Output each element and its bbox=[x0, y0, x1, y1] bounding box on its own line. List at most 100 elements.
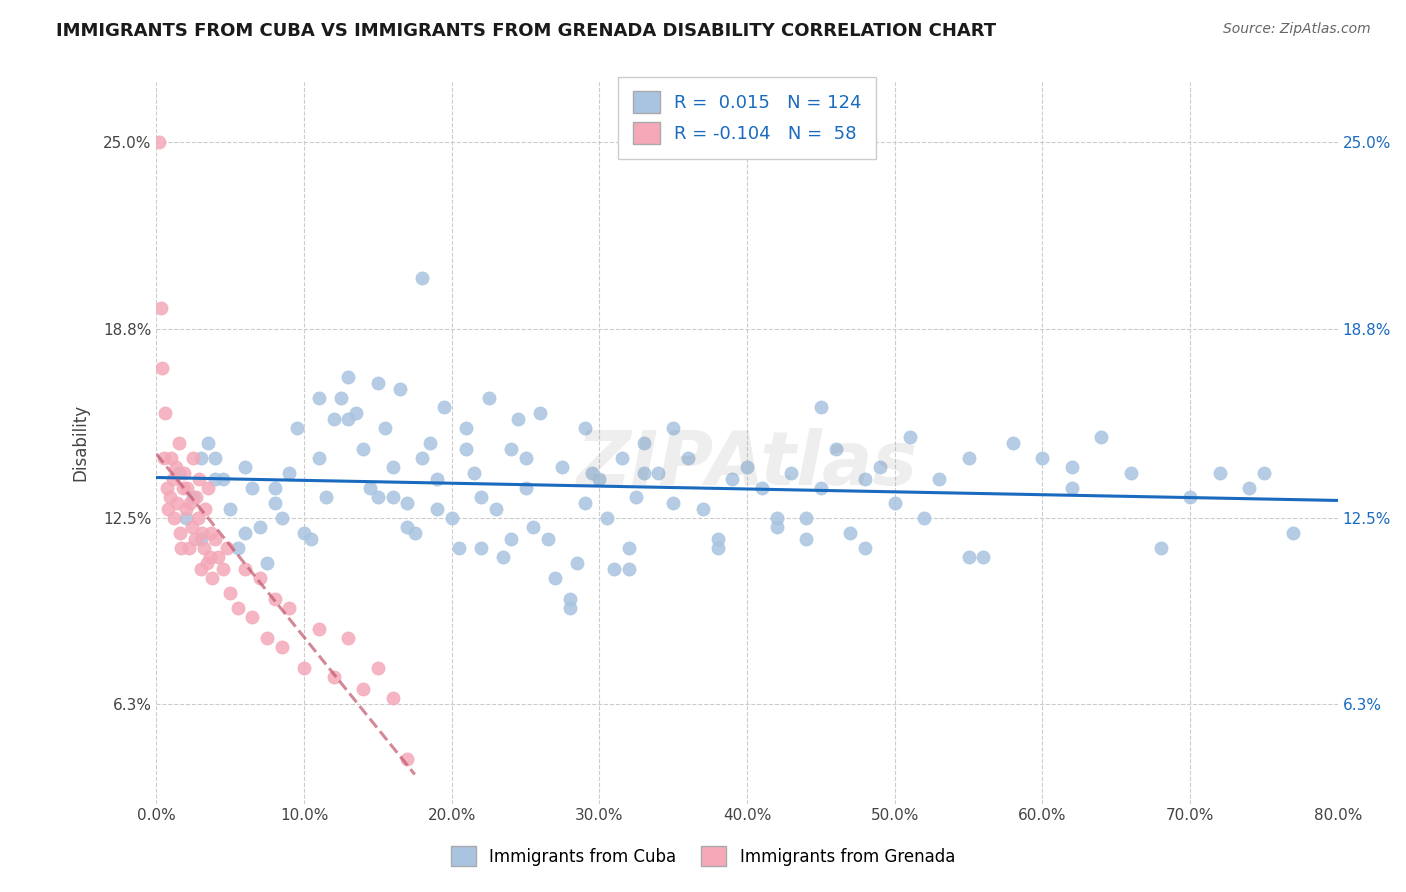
Point bbox=[233, 526, 256, 541]
Point bbox=[322, 670, 344, 684]
Point bbox=[263, 481, 285, 495]
Point bbox=[558, 592, 581, 607]
Point bbox=[166, 496, 188, 510]
Point bbox=[179, 496, 201, 510]
Point bbox=[194, 502, 217, 516]
Point bbox=[219, 502, 242, 516]
Point bbox=[226, 601, 249, 615]
Legend: Immigrants from Cuba, Immigrants from Grenada: Immigrants from Cuba, Immigrants from Gr… bbox=[443, 838, 963, 875]
Point bbox=[499, 442, 522, 456]
Point bbox=[853, 472, 876, 486]
Point bbox=[411, 270, 433, 285]
Point bbox=[195, 556, 218, 570]
Point bbox=[186, 490, 208, 504]
Point bbox=[794, 532, 817, 546]
Point bbox=[751, 481, 773, 495]
Point bbox=[396, 751, 419, 765]
Point bbox=[256, 632, 278, 646]
Point bbox=[780, 466, 803, 480]
Point bbox=[292, 661, 315, 675]
Point bbox=[322, 412, 344, 426]
Point bbox=[581, 466, 603, 480]
Point bbox=[176, 481, 198, 495]
Point bbox=[367, 490, 389, 504]
Point bbox=[204, 532, 226, 546]
Point bbox=[898, 430, 921, 444]
Point bbox=[603, 562, 626, 576]
Point bbox=[824, 442, 846, 456]
Point bbox=[735, 459, 758, 474]
Point bbox=[352, 682, 374, 697]
Point bbox=[470, 541, 492, 555]
Point bbox=[337, 632, 360, 646]
Point bbox=[433, 400, 456, 414]
Point bbox=[515, 450, 537, 465]
Point bbox=[337, 369, 360, 384]
Point bbox=[551, 459, 574, 474]
Point bbox=[508, 412, 530, 426]
Point bbox=[912, 511, 935, 525]
Point bbox=[190, 562, 212, 576]
Point bbox=[633, 436, 655, 450]
Point bbox=[190, 450, 212, 465]
Point bbox=[256, 556, 278, 570]
Point bbox=[181, 490, 204, 504]
Point bbox=[150, 360, 173, 375]
Point bbox=[270, 511, 292, 525]
Point bbox=[211, 472, 233, 486]
Point bbox=[240, 481, 263, 495]
Point bbox=[204, 472, 226, 486]
Point bbox=[299, 532, 322, 546]
Point bbox=[180, 520, 202, 534]
Point bbox=[706, 532, 728, 546]
Point bbox=[647, 466, 669, 480]
Point bbox=[537, 532, 560, 546]
Point bbox=[610, 450, 633, 465]
Point bbox=[191, 526, 214, 541]
Point bbox=[148, 135, 170, 149]
Point bbox=[456, 421, 478, 435]
Point bbox=[617, 541, 640, 555]
Point bbox=[485, 502, 508, 516]
Point bbox=[374, 421, 396, 435]
Point bbox=[330, 391, 353, 405]
Point bbox=[167, 436, 190, 450]
Point bbox=[337, 412, 360, 426]
Point bbox=[170, 541, 193, 555]
Point bbox=[1090, 430, 1112, 444]
Point bbox=[219, 586, 242, 600]
Point bbox=[617, 562, 640, 576]
Point bbox=[367, 376, 389, 390]
Point bbox=[389, 382, 412, 396]
Point bbox=[706, 541, 728, 555]
Point bbox=[198, 550, 221, 565]
Point bbox=[240, 610, 263, 624]
Point bbox=[173, 466, 195, 480]
Point bbox=[492, 550, 515, 565]
Point bbox=[426, 502, 449, 516]
Point bbox=[177, 541, 200, 555]
Point bbox=[1282, 526, 1305, 541]
Point bbox=[233, 459, 256, 474]
Point bbox=[588, 472, 610, 486]
Point bbox=[200, 526, 222, 541]
Point bbox=[263, 592, 285, 607]
Point bbox=[626, 490, 648, 504]
Point bbox=[1060, 481, 1083, 495]
Point bbox=[190, 532, 212, 546]
Point bbox=[249, 571, 271, 585]
Point bbox=[765, 520, 787, 534]
Point bbox=[794, 511, 817, 525]
Point bbox=[633, 466, 655, 480]
Point bbox=[957, 450, 980, 465]
Point bbox=[367, 661, 389, 675]
Point bbox=[226, 541, 249, 555]
Point bbox=[270, 640, 292, 655]
Point bbox=[172, 481, 194, 495]
Point bbox=[662, 421, 685, 435]
Point bbox=[162, 472, 184, 486]
Point bbox=[308, 391, 330, 405]
Point bbox=[285, 421, 308, 435]
Point bbox=[721, 472, 744, 486]
Point bbox=[1031, 450, 1053, 465]
